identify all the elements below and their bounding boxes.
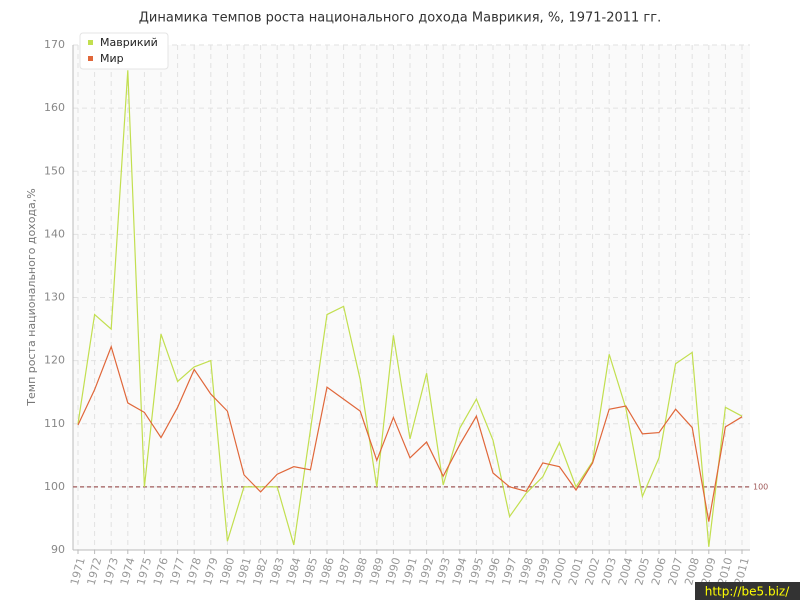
reference-label: 100 (753, 482, 768, 491)
legend-label: Мир (100, 52, 124, 65)
watermark: http://be5.biz/ (705, 585, 790, 599)
y-tick-label: 150 (44, 164, 65, 177)
legend-label: Маврикий (100, 36, 158, 49)
series-line (77, 70, 743, 547)
y-tick-label: 170 (44, 38, 65, 51)
y-tick-label: 160 (44, 101, 65, 114)
y-tick-label: 140 (44, 227, 65, 240)
y-tick-label: 120 (44, 354, 65, 367)
y-tick-label: 100 (44, 480, 65, 493)
watermark-bg (695, 582, 800, 600)
legend-box (79, 32, 169, 70)
chart-title: Динамика темпов роста национального дохо… (139, 11, 661, 26)
legend-swatch (88, 40, 93, 45)
y-tick-label: 90 (51, 543, 65, 556)
y-tick-label: 130 (44, 291, 65, 304)
y-tick-label: 110 (44, 417, 65, 430)
series-line (77, 344, 743, 522)
legend-swatch (88, 56, 93, 61)
y-axis-label: Темп роста национального дохода,% (25, 188, 38, 406)
